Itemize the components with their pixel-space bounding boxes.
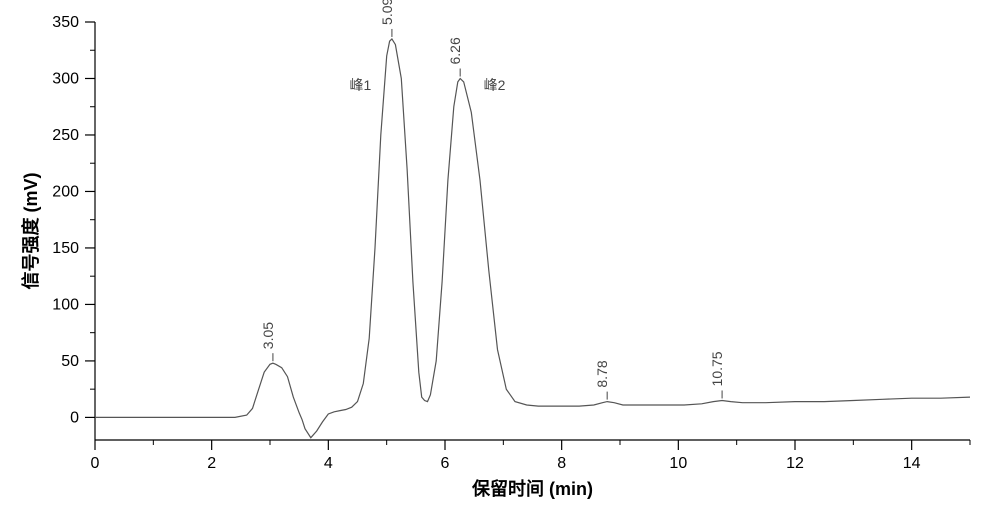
x-tick-label: 14 [903, 455, 921, 472]
y-tick-label: 150 [52, 240, 79, 257]
x-tick-label: 0 [91, 455, 100, 472]
rt-10-75: 10.75 [709, 351, 725, 386]
y-tick-label: 50 [61, 353, 79, 370]
y-tick-label: 250 [52, 127, 79, 144]
x-tick-label: 4 [324, 455, 333, 472]
peak-label-2: 峰2 [484, 77, 506, 93]
rt-8-78: 8.78 [594, 360, 610, 387]
y-axis-title: 信号强度 (mV) [20, 172, 41, 289]
x-axis-title: 保留时间 (min) [471, 478, 593, 499]
peak-label-1: 峰1 [350, 77, 372, 93]
x-tick-label: 10 [669, 455, 687, 472]
y-tick-label: 200 [52, 183, 79, 200]
rt-5-09: 5.09 [379, 0, 395, 25]
x-tick-label: 8 [557, 455, 566, 472]
rt-3-05: 3.05 [260, 322, 276, 349]
y-tick-label: 300 [52, 70, 79, 87]
y-tick-label: 350 [52, 14, 79, 31]
x-tick-label: 6 [441, 455, 450, 472]
rt-6-26: 6.26 [447, 37, 463, 64]
y-tick-label: 0 [70, 409, 79, 426]
x-tick-label: 2 [207, 455, 216, 472]
y-tick-label: 100 [52, 296, 79, 313]
x-tick-label: 12 [786, 455, 804, 472]
